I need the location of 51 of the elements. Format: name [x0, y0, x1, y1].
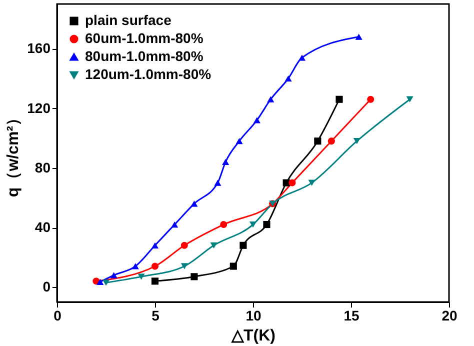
x-tick-label: 0 [54, 308, 62, 324]
point [336, 96, 343, 103]
point [367, 96, 374, 103]
legend-label: 60um-1.0mm-80% [85, 30, 204, 46]
x-tick-label: 5 [152, 308, 160, 324]
point [110, 272, 118, 278]
point [210, 242, 218, 248]
point [180, 242, 188, 249]
point [240, 242, 247, 249]
x-tick-label: 20 [442, 308, 458, 324]
x-tick-label: 15 [344, 308, 360, 324]
point [132, 263, 139, 270]
y-tick-label: 160 [27, 40, 51, 56]
point [151, 262, 159, 270]
point [406, 96, 414, 102]
y-tick-label: 0 [42, 278, 51, 295]
x-tick-label: 10 [246, 308, 262, 324]
point [96, 278, 104, 285]
point [171, 221, 178, 228]
point [249, 221, 257, 228]
point [180, 263, 188, 270]
point [151, 242, 159, 248]
point [353, 138, 360, 144]
point [263, 220, 270, 228]
point [314, 138, 322, 145]
point [355, 34, 362, 40]
y-tick-label: 40 [34, 219, 51, 235]
x-axis-title: △T(K) [230, 328, 276, 344]
point [138, 274, 145, 280]
y-tick-label: 80 [34, 159, 51, 176]
point [236, 138, 243, 144]
point [253, 117, 260, 124]
point [230, 262, 237, 270]
point [267, 96, 274, 102]
legend-label: plain surface [85, 12, 172, 28]
legend-label: 120um-1.0mm-80% [85, 66, 212, 82]
point [308, 180, 316, 186]
point [102, 280, 110, 286]
point [288, 179, 296, 186]
y-tick-label: 120 [27, 100, 51, 116]
y-axis-title: q（w/cm²） [5, 110, 22, 198]
point [190, 273, 198, 280]
legend-label: 80um-1.0mm-80% [85, 48, 204, 64]
point [222, 158, 230, 165]
point [284, 75, 292, 82]
point [214, 180, 222, 186]
point [220, 220, 228, 228]
point [328, 138, 335, 145]
point [190, 200, 198, 207]
point [151, 278, 159, 285]
point [298, 54, 306, 61]
